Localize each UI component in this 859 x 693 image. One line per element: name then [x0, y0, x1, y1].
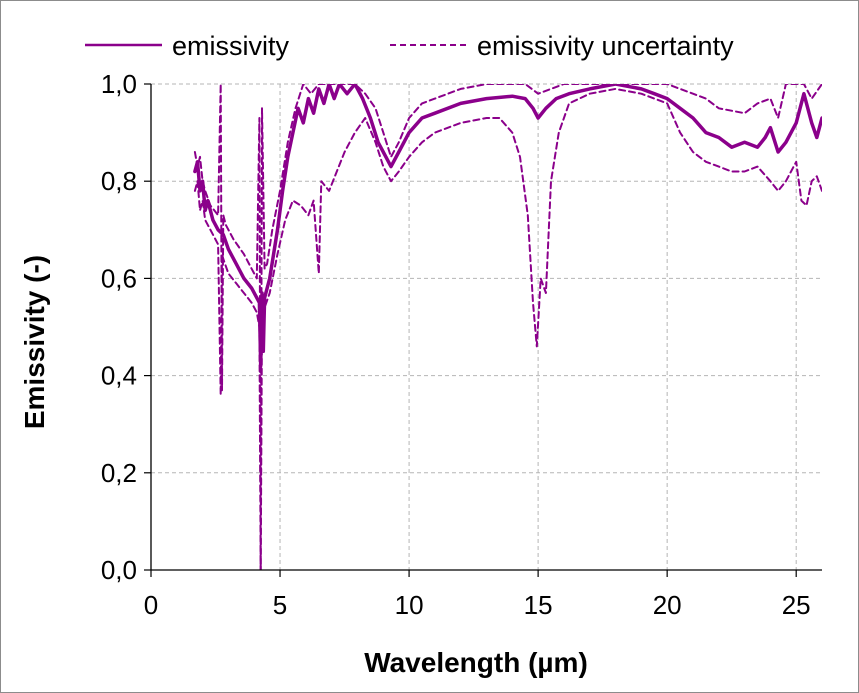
x-axis-title: Wavelength (µm) [364, 647, 588, 678]
x-tick-label: 20 [653, 590, 682, 620]
y-tick-label: 0,8 [101, 166, 137, 196]
x-tick-label: 25 [782, 590, 811, 620]
y-tick-label: 0,6 [101, 263, 137, 293]
y-axis-title: Emissivity (-) [19, 255, 50, 429]
legend-label-uncertainty: emissivity uncertainty [477, 31, 734, 61]
axes [144, 83, 822, 577]
x-tick-label: 10 [395, 590, 424, 620]
y-tick-label: 0,2 [101, 458, 137, 488]
series-uncertainty-2 [193, 87, 822, 570]
series-layer [193, 84, 822, 570]
legend-label-emissivity: emissivity [172, 31, 290, 61]
x-tick-label: 15 [524, 590, 553, 620]
legend: emissivity emissivity uncertainty [85, 31, 734, 61]
series-emissivity [193, 84, 822, 368]
y-tick-label: 0,0 [101, 555, 137, 585]
x-tick-label: 0 [144, 590, 158, 620]
grid-lines [151, 83, 822, 570]
series-uncertainty-1 [193, 84, 822, 570]
x-tick-label: 5 [273, 590, 287, 620]
y-tick-label: 0,4 [101, 361, 137, 391]
y-tick-label: 1,0 [101, 69, 137, 99]
tick-labels: 0 5 10 15 20 25 0,0 0,2 0,4 0,6 0,8 1,0 [101, 69, 811, 620]
